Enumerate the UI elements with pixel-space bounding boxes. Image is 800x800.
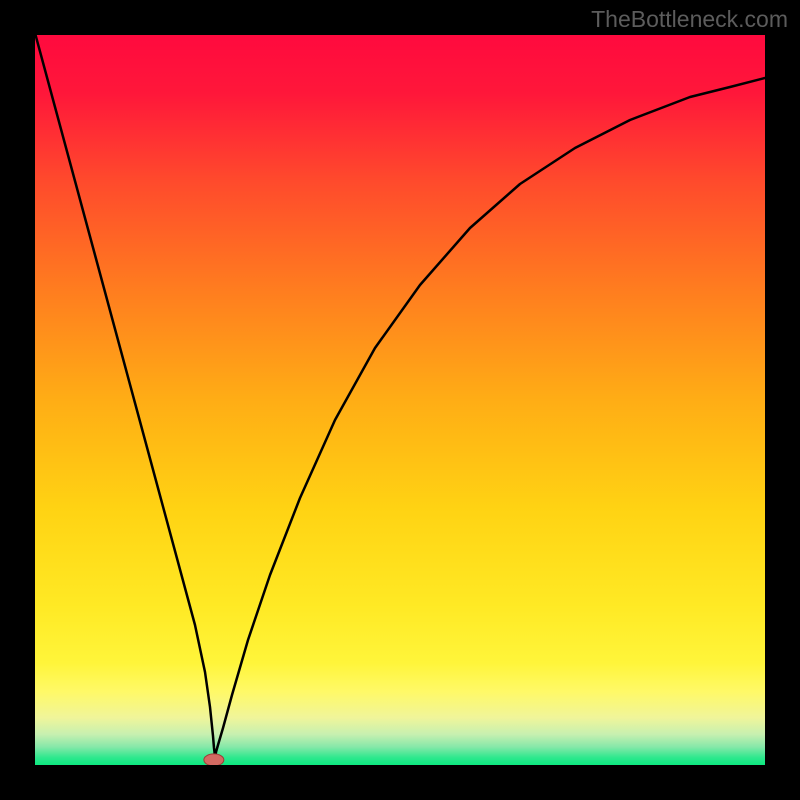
chart-container: TheBottleneck.com — [0, 0, 800, 800]
minimum-marker — [204, 754, 224, 766]
watermark-text: TheBottleneck.com — [591, 6, 788, 33]
plot-background — [35, 35, 765, 765]
chart-svg — [0, 0, 800, 800]
